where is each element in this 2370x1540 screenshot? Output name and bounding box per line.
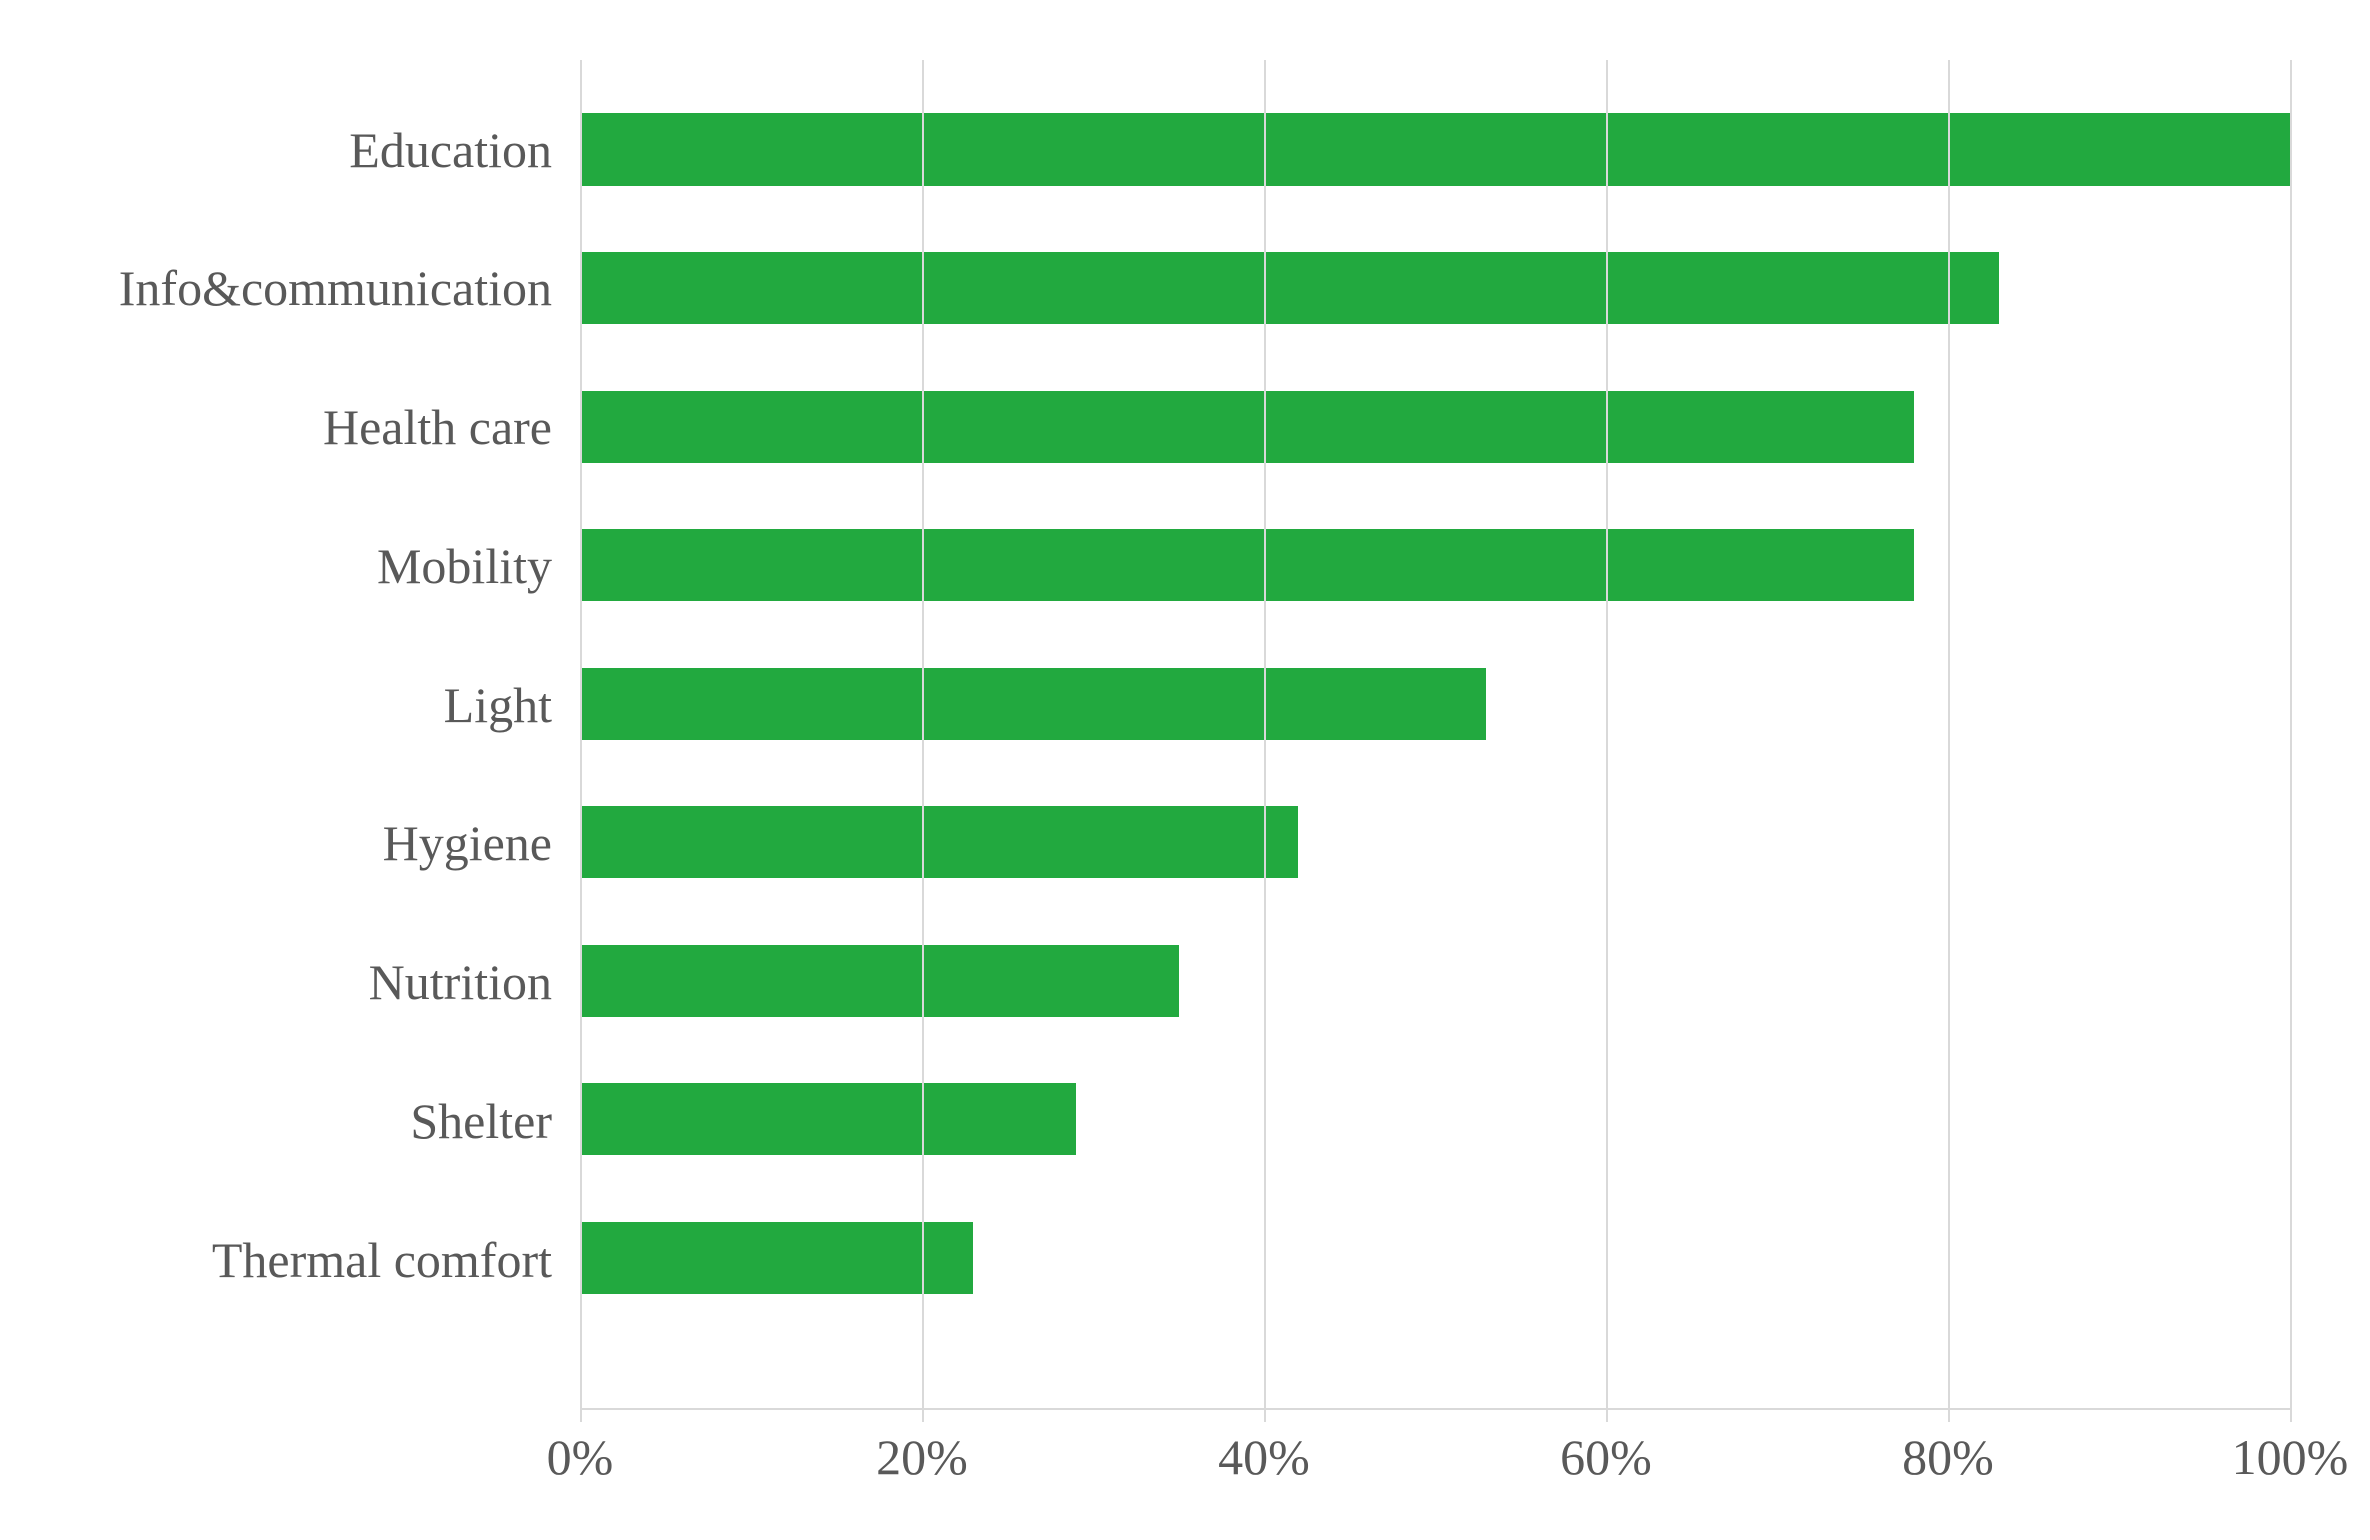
y-axis-category-label: Health care — [323, 398, 552, 456]
bar — [580, 1083, 1076, 1155]
x-tick-label: 40% — [1218, 1428, 1310, 1486]
x-tick-label: 20% — [876, 1428, 968, 1486]
gridline — [2290, 60, 2292, 1408]
bar-row — [580, 806, 2290, 878]
y-axis-category-label: Shelter — [410, 1092, 552, 1150]
bar-row — [580, 668, 2290, 740]
bar-row — [580, 1222, 2290, 1294]
horizontal-bar-chart: Education Info&communication Health care Mo… — [60, 60, 2290, 1500]
x-tick-label: 80% — [1902, 1428, 1994, 1486]
x-tick-label: 60% — [1560, 1428, 1652, 1486]
y-axis-category-label: Light — [444, 676, 552, 734]
gridline — [1606, 60, 1608, 1408]
bar — [580, 1222, 973, 1294]
gridline — [580, 60, 582, 1408]
chart-container: Education Info&communication Health care Mo… — [0, 0, 2370, 1540]
bar — [580, 113, 2290, 185]
gridline — [1948, 60, 1950, 1408]
bar — [580, 252, 1999, 324]
bar — [580, 391, 1914, 463]
bar-row — [580, 1083, 2290, 1155]
bar-row — [580, 391, 2290, 463]
x-tick-label: 100% — [2232, 1428, 2349, 1486]
bar — [580, 529, 1914, 601]
gridline — [1264, 60, 1266, 1408]
gridline — [922, 60, 924, 1408]
bar-row — [580, 113, 2290, 185]
y-axis-category-label: Education — [349, 121, 552, 179]
bar — [580, 806, 1298, 878]
y-axis-category-label: Mobility — [377, 537, 552, 595]
y-axis-category-label: Hygiene — [383, 814, 552, 872]
bar-row — [580, 945, 2290, 1017]
bars-layer — [580, 60, 2290, 1408]
x-axis: 0%20%40%60%80%100% — [580, 1410, 2290, 1500]
bar-row — [580, 252, 2290, 324]
plot-area — [580, 60, 2290, 1410]
y-axis-category-label: Info&communication — [119, 259, 552, 317]
bar-row — [580, 529, 2290, 601]
x-tick — [2290, 1408, 2292, 1422]
y-axis-labels: Education Info&communication Health care Mo… — [60, 60, 580, 1410]
x-tick-label: 0% — [547, 1428, 614, 1486]
y-axis-category-label: Nutrition — [369, 953, 552, 1011]
bar — [580, 945, 1179, 1017]
y-axis-category-label: Thermal comfort — [212, 1231, 552, 1289]
bar — [580, 668, 1486, 740]
plot-column: 0%20%40%60%80%100% — [580, 60, 2290, 1500]
